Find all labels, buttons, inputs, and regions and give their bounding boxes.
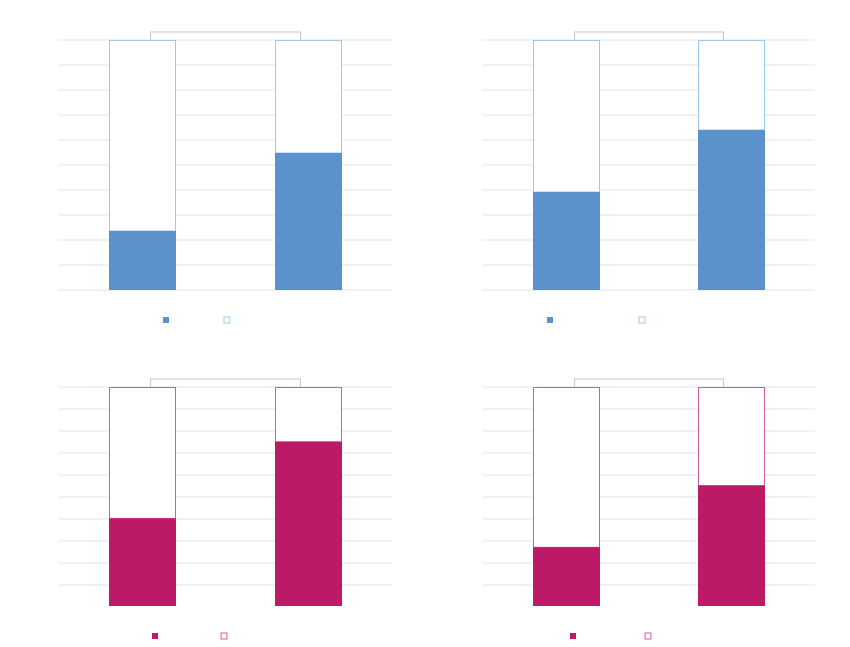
bar-outline-segment xyxy=(698,387,765,487)
legend-marker-solid xyxy=(570,633,576,639)
bar-solid-segment xyxy=(698,130,765,290)
legend-marker-solid xyxy=(163,317,169,323)
bar-outline-segment xyxy=(698,40,765,131)
legend-marker-outline xyxy=(220,632,228,640)
bar-solid-segment xyxy=(275,441,342,606)
bar-solid-segment xyxy=(109,231,176,290)
bar-outline-segment xyxy=(275,40,342,154)
chart-panel-2 xyxy=(482,31,815,324)
legend-marker-solid xyxy=(547,317,553,323)
bar-solid-segment xyxy=(533,547,600,606)
bar-outline-segment xyxy=(109,387,176,519)
bracket xyxy=(574,31,724,40)
legend-marker-outline xyxy=(223,316,231,324)
bar-solid-segment xyxy=(275,153,342,290)
chart-panel-3 xyxy=(58,378,392,640)
bar-solid-segment xyxy=(109,518,176,606)
legend-marker-solid xyxy=(152,633,158,639)
bar-solid-segment xyxy=(698,485,765,606)
bracket xyxy=(150,378,301,387)
chart-panel-4 xyxy=(482,378,815,640)
bar-outline-segment xyxy=(533,40,600,193)
bar-outline-segment xyxy=(275,387,342,443)
bar-solid-segment xyxy=(533,192,600,290)
bar-outline-segment xyxy=(109,40,176,232)
chart-panel-1 xyxy=(58,31,392,324)
legend-marker-outline xyxy=(644,632,652,640)
legend-marker-outline xyxy=(638,316,646,324)
bracket xyxy=(574,378,724,387)
bar-outline-segment xyxy=(533,387,600,548)
bracket xyxy=(150,31,301,40)
